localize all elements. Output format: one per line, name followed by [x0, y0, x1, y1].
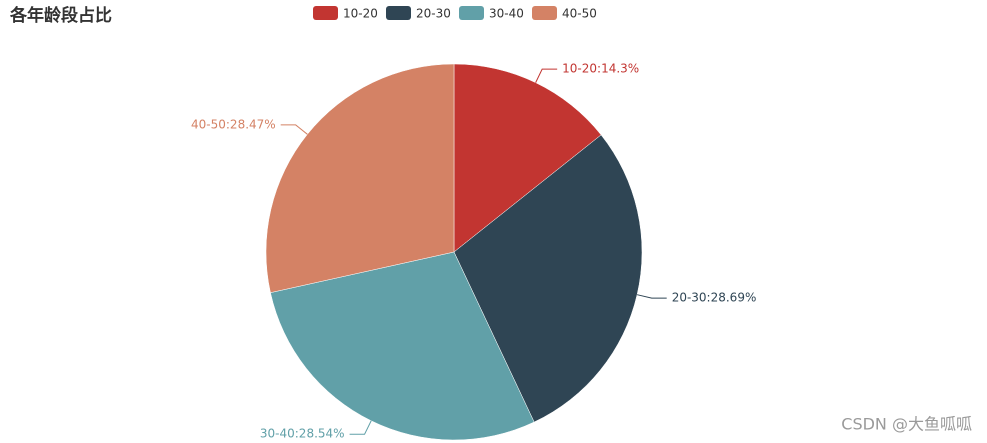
legend-swatch[interactable] [386, 6, 411, 20]
pie-slice[interactable] [453, 63, 602, 253]
legend-swatch[interactable] [313, 6, 338, 20]
data-label: 20-30:28.69% [672, 291, 757, 305]
pie-slice[interactable] [265, 63, 455, 293]
legend-swatch[interactable] [459, 6, 484, 20]
legend-label[interactable]: 40-50 [562, 7, 597, 21]
legend-label[interactable]: 10-20 [343, 7, 378, 21]
leader-line [535, 68, 558, 83]
leader-line [636, 294, 667, 299]
pie-slice[interactable] [270, 251, 535, 441]
legend-label[interactable]: 30-40 [489, 7, 524, 21]
legend-swatch[interactable] [532, 6, 557, 20]
chart-title: 各年龄段占比 [9, 5, 112, 26]
leader-line [349, 420, 372, 435]
data-label: 10-20:14.3% [562, 62, 639, 76]
watermark: CSDN @大鱼呱呱 [841, 415, 972, 434]
leader-line [280, 124, 308, 135]
legend-label[interactable]: 20-30 [416, 7, 451, 21]
data-label: 30-40:28.54% [260, 427, 345, 441]
pie-slice[interactable] [453, 134, 643, 423]
data-label: 40-50:28.47% [191, 117, 276, 131]
